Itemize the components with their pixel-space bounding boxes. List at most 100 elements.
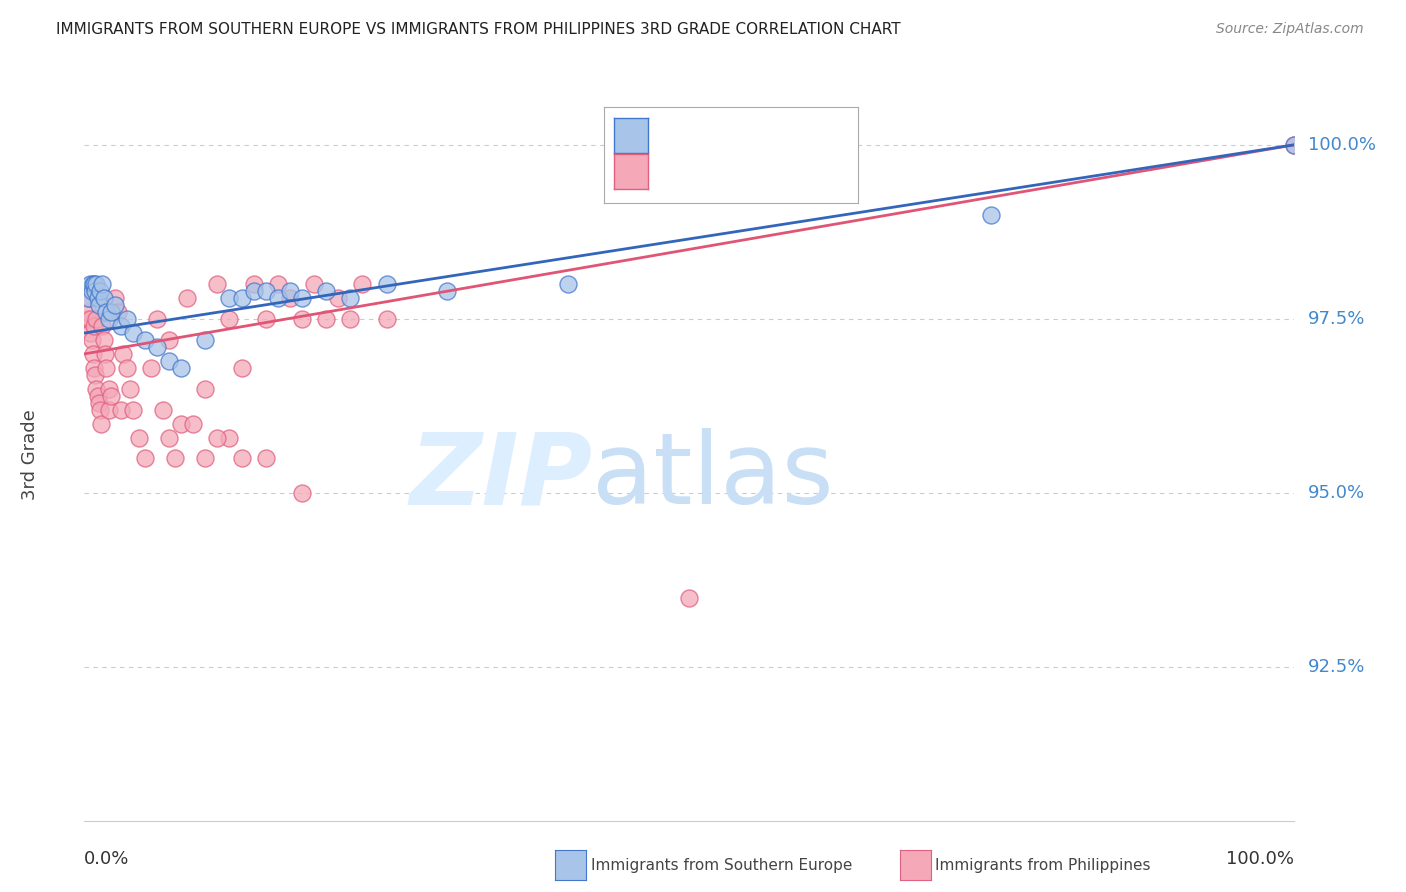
Point: [104, 291, 127, 305]
Point: [97, 312, 120, 326]
Point: [87, 395, 110, 409]
Point: [291, 312, 314, 326]
Point: [231, 360, 253, 375]
Point: [254, 451, 277, 466]
Point: [278, 291, 301, 305]
Point: [84, 368, 107, 382]
Point: [980, 208, 1002, 222]
Point: [176, 291, 198, 305]
Text: R = 0.363: R = 0.363: [658, 127, 741, 145]
Point: [291, 291, 314, 305]
Point: [94, 360, 117, 375]
Point: [157, 333, 180, 347]
Point: [231, 291, 253, 305]
Point: [94, 347, 117, 361]
Text: Immigrants from Philippines: Immigrants from Philippines: [935, 858, 1150, 872]
Point: [86, 389, 108, 403]
Point: [315, 284, 337, 298]
Point: [436, 284, 458, 298]
Point: [1282, 137, 1305, 152]
Point: [218, 312, 240, 326]
Point: [77, 291, 100, 305]
Point: [93, 291, 115, 305]
Text: Source: ZipAtlas.com: Source: ZipAtlas.com: [1216, 22, 1364, 37]
Point: [82, 277, 104, 292]
Point: [218, 430, 240, 444]
Point: [121, 326, 143, 340]
Point: [93, 333, 115, 347]
Point: [91, 319, 114, 334]
Text: 92.5%: 92.5%: [1308, 658, 1365, 676]
Point: [77, 305, 100, 319]
Point: [94, 305, 117, 319]
Point: [242, 284, 264, 298]
Point: [115, 360, 138, 375]
Text: ZIP: ZIP: [409, 428, 592, 525]
Point: [80, 333, 103, 347]
Point: [112, 347, 135, 361]
Point: [91, 277, 114, 292]
Point: [97, 382, 120, 396]
Point: [121, 402, 143, 417]
Point: [254, 284, 277, 298]
Text: N = 64: N = 64: [744, 163, 801, 181]
Point: [339, 312, 361, 326]
Point: [134, 451, 156, 466]
Point: [83, 319, 105, 334]
Point: [242, 277, 264, 292]
Text: 0.0%: 0.0%: [84, 850, 129, 868]
Point: [97, 402, 120, 417]
Point: [100, 305, 122, 319]
Point: [157, 354, 180, 368]
Point: [86, 312, 108, 326]
Text: 97.5%: 97.5%: [1308, 310, 1365, 328]
Point: [86, 382, 108, 396]
Point: [678, 591, 700, 605]
Point: [87, 298, 110, 312]
Point: [170, 360, 193, 375]
Point: [267, 277, 290, 292]
Point: [302, 277, 325, 292]
Point: [328, 291, 350, 305]
Text: 3rd Grade: 3rd Grade: [21, 409, 39, 500]
Point: [352, 277, 374, 292]
Point: [107, 305, 129, 319]
Point: [254, 312, 277, 326]
Point: [104, 298, 127, 312]
Point: [86, 277, 108, 292]
Point: [83, 277, 105, 292]
Point: [90, 417, 112, 431]
Point: [278, 284, 301, 298]
Point: [128, 430, 150, 444]
Point: [89, 402, 111, 417]
Point: [80, 284, 103, 298]
Point: [152, 402, 174, 417]
Point: [557, 277, 579, 292]
Point: [84, 284, 107, 298]
Point: [120, 382, 142, 396]
Text: Immigrants from Southern Europe: Immigrants from Southern Europe: [591, 858, 852, 872]
Point: [100, 389, 122, 403]
Point: [79, 277, 101, 292]
Point: [146, 312, 169, 326]
Text: 100.0%: 100.0%: [1226, 850, 1294, 868]
Point: [165, 451, 187, 466]
Point: [77, 291, 100, 305]
Point: [267, 291, 290, 305]
Text: N = 38: N = 38: [744, 127, 801, 145]
Text: 95.0%: 95.0%: [1308, 484, 1365, 502]
Point: [76, 312, 98, 326]
Point: [110, 402, 132, 417]
Point: [139, 360, 162, 375]
Point: [146, 340, 169, 354]
Text: IMMIGRANTS FROM SOUTHERN EUROPE VS IMMIGRANTS FROM PHILIPPINES 3RD GRADE CORRELA: IMMIGRANTS FROM SOUTHERN EUROPE VS IMMIG…: [56, 22, 901, 37]
Point: [218, 291, 240, 305]
Point: [79, 326, 101, 340]
Text: R = 0.278: R = 0.278: [658, 163, 741, 181]
Point: [170, 417, 193, 431]
Point: [194, 451, 217, 466]
Point: [375, 312, 398, 326]
Point: [1282, 137, 1305, 152]
Point: [83, 360, 105, 375]
Point: [181, 417, 204, 431]
